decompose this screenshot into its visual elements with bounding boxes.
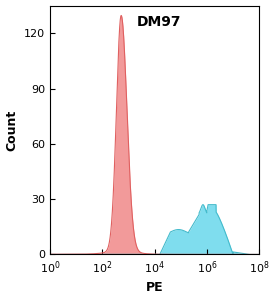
X-axis label: PE: PE: [146, 281, 163, 294]
Text: DM97: DM97: [136, 15, 181, 29]
Y-axis label: Count: Count: [6, 110, 18, 151]
